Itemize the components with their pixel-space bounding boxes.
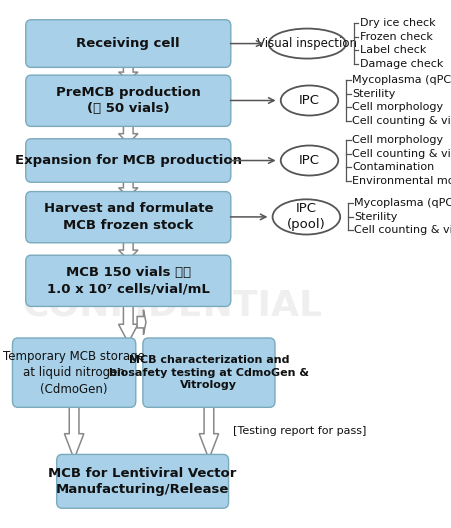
Text: Cell morphology: Cell morphology: [352, 102, 443, 112]
Polygon shape: [119, 121, 138, 144]
Text: Cell morphology: Cell morphology: [352, 135, 443, 145]
Text: Environmental monitoring: Environmental monitoring: [352, 176, 451, 186]
Text: Receiving cell: Receiving cell: [77, 37, 180, 50]
Text: Label check: Label check: [360, 45, 427, 55]
Text: MCB for Lentiviral Vector
Manufacturing/Release: MCB for Lentiviral Vector Manufacturing/…: [48, 467, 237, 496]
Text: Frozen check: Frozen check: [360, 32, 433, 42]
Text: Cell counting & viability: Cell counting & viability: [352, 116, 451, 126]
Polygon shape: [119, 63, 138, 80]
Polygon shape: [199, 403, 219, 459]
Text: [Testing report for pass]: [Testing report for pass]: [233, 426, 367, 436]
Text: Contamination: Contamination: [352, 162, 435, 172]
FancyBboxPatch shape: [26, 75, 231, 126]
Text: CONFIDENTIAL: CONFIDENTIAL: [23, 288, 322, 323]
Text: Sterility: Sterility: [354, 212, 398, 222]
Text: IPC: IPC: [299, 154, 320, 167]
Text: Sterility: Sterility: [352, 89, 396, 99]
Text: Expansion for MCB production: Expansion for MCB production: [15, 154, 242, 167]
Text: Visual inspection: Visual inspection: [257, 37, 357, 50]
Polygon shape: [119, 238, 138, 260]
FancyBboxPatch shape: [26, 255, 231, 306]
Text: Temporary MCB storage
at liquid nitrogen
(CdmoGen): Temporary MCB storage at liquid nitrogen…: [3, 350, 145, 395]
Polygon shape: [64, 403, 84, 459]
Text: PreMCB production
(약 50 vials): PreMCB production (약 50 vials): [56, 86, 201, 116]
Polygon shape: [137, 310, 146, 335]
Polygon shape: [119, 302, 138, 343]
FancyBboxPatch shape: [26, 192, 231, 243]
FancyBboxPatch shape: [143, 338, 275, 407]
Text: MCB characterization and
biosafety testing at CdmoGen &
Vitrology: MCB characterization and biosafety testi…: [109, 355, 309, 391]
Text: Mycoplasma (qPCR): Mycoplasma (qPCR): [354, 199, 451, 209]
Text: IPC
(pool): IPC (pool): [287, 202, 326, 231]
FancyBboxPatch shape: [57, 455, 229, 508]
FancyBboxPatch shape: [13, 338, 136, 407]
Ellipse shape: [272, 199, 340, 234]
Text: Cell counting & viability: Cell counting & viability: [354, 225, 451, 235]
Polygon shape: [119, 177, 138, 196]
FancyBboxPatch shape: [26, 139, 231, 182]
Ellipse shape: [269, 29, 346, 59]
Text: IPC: IPC: [299, 94, 320, 107]
Text: Damage check: Damage check: [360, 59, 443, 69]
Ellipse shape: [281, 146, 338, 175]
FancyBboxPatch shape: [26, 20, 231, 68]
Text: Cell counting & viability: Cell counting & viability: [352, 149, 451, 159]
Ellipse shape: [281, 86, 338, 116]
Text: MCB 150 vials 이상
1.0 x 10⁷ cells/vial/mL: MCB 150 vials 이상 1.0 x 10⁷ cells/vial/mL: [47, 266, 210, 296]
Text: Harvest and formulate
MCB frozen stock: Harvest and formulate MCB frozen stock: [43, 202, 213, 232]
Text: Mycoplasma (qPCR): Mycoplasma (qPCR): [352, 76, 451, 86]
Text: Dry ice check: Dry ice check: [360, 18, 436, 29]
